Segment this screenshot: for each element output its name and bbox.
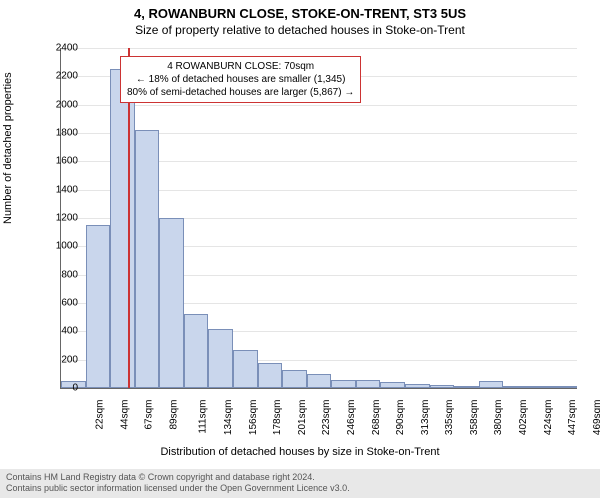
y-tick-label: 800 [44,269,78,280]
y-tick-label: 1200 [44,213,78,224]
y-tick-label: 0 [44,383,78,394]
x-tick-label: 268sqm [371,400,382,436]
x-tick-label: 469sqm [592,400,600,436]
x-tick-label: 447sqm [567,400,578,436]
y-tick-label: 1600 [44,156,78,167]
x-tick-label: 290sqm [395,400,406,436]
annotation-line: 4 ROWANBURN CLOSE: 70sqm [127,60,354,73]
histogram-bar [208,329,233,389]
chart-container: 4, ROWANBURN CLOSE, STOKE-ON-TRENT, ST3 … [0,0,600,500]
x-tick-label: 111sqm [197,400,208,434]
x-tick-label: 22sqm [95,400,106,430]
x-tick-label: 223sqm [322,400,333,436]
histogram-bar [282,370,307,388]
histogram-bar [503,386,528,388]
annotation-line: 80% of semi-detached houses are larger (… [127,86,354,99]
histogram-bar [258,363,283,389]
x-tick-label: 89sqm [169,400,180,430]
histogram-bar [110,69,135,388]
annotation-line: ← 18% of detached houses are smaller (1,… [127,73,354,86]
y-tick-label: 2000 [44,99,78,110]
histogram-bar [356,380,381,389]
y-tick-label: 2400 [44,43,78,54]
y-tick-label: 2200 [44,71,78,82]
histogram-bar [135,130,160,388]
x-tick-label: 313sqm [420,400,431,436]
histogram-bar [307,374,332,388]
x-tick-label: 358sqm [469,400,480,436]
histogram-bar [86,225,111,388]
annotation-box: 4 ROWANBURN CLOSE: 70sqm← 18% of detache… [120,56,361,103]
title-main: 4, ROWANBURN CLOSE, STOKE-ON-TRENT, ST3 … [0,0,600,21]
histogram-bar [184,314,209,388]
x-tick-label: 67sqm [144,400,155,430]
histogram-bar [331,380,356,389]
title-sub: Size of property relative to detached ho… [0,21,600,37]
footer-line2: Contains public sector information licen… [6,483,594,495]
x-tick-label: 156sqm [248,400,259,436]
histogram-bar [479,381,504,388]
y-tick-label: 400 [44,326,78,337]
y-tick-label: 1000 [44,241,78,252]
histogram-bar [552,386,577,388]
y-tick-label: 1400 [44,184,78,195]
x-tick-label: 402sqm [518,400,529,436]
histogram-bar [528,386,553,388]
histogram-bar [159,218,184,388]
y-tick-label: 600 [44,298,78,309]
grid-line [61,48,577,49]
footer-line1: Contains HM Land Registry data © Crown c… [6,472,594,484]
x-tick-label: 335sqm [444,400,455,436]
x-tick-label: 424sqm [543,400,554,436]
y-axis-label: Number of detached properties [2,72,14,224]
y-tick-label: 1800 [44,128,78,139]
histogram-bar [380,382,405,388]
histogram-bar [454,386,479,388]
x-tick-label: 178sqm [272,400,283,436]
x-axis-label: Distribution of detached houses by size … [0,446,600,458]
histogram-bar [430,385,455,388]
grid-line [61,105,577,106]
x-tick-label: 201sqm [297,400,308,436]
y-tick-label: 200 [44,354,78,365]
histogram-bar [405,384,430,388]
footer-attribution: Contains HM Land Registry data © Crown c… [0,469,600,498]
x-tick-label: 246sqm [346,400,357,436]
x-tick-label: 134sqm [223,400,234,436]
x-tick-label: 380sqm [494,400,505,436]
x-tick-label: 44sqm [119,400,130,430]
histogram-bar [233,350,258,388]
